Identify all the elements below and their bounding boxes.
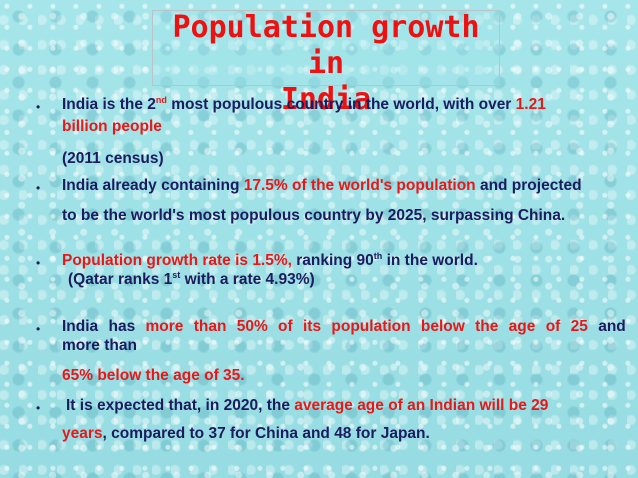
b5-highlight: average age of an Indian will be 29 <box>294 397 549 414</box>
b3-highlight: Population growth rate is 1.5%, <box>62 252 292 269</box>
bullet-2-line-1: India already containing 17.5% of the wo… <box>62 177 582 195</box>
bullet-3-marker: • <box>36 256 41 270</box>
b2-highlight: 17.5% of the world's population <box>243 177 476 194</box>
bullet-3-line-1: Population growth rate is 1.5%, ranking … <box>62 250 478 270</box>
b1-text-b: most populous country in the world, with… <box>166 96 516 113</box>
b3-l2-sup: st <box>172 269 181 280</box>
title-box <box>152 10 500 86</box>
bullet-1-line-3: (2011 census) <box>62 150 164 167</box>
b3-l2-a: (Qatar ranks 1 <box>68 271 173 288</box>
bullet-1-marker: • <box>36 100 41 114</box>
slide-title: Population growth in India <box>152 10 500 118</box>
b5-text-a: It is expected that, in 2020, the <box>66 397 295 414</box>
b1-text-a: India is the 2 <box>62 96 156 113</box>
title-line-2: India <box>280 82 372 117</box>
bullet-2-line-2: to be the world's most populous country … <box>62 207 566 224</box>
bullet-4-line-3: 65% below the age of 35. <box>62 367 245 384</box>
bullet-4-marker: • <box>36 322 41 336</box>
b1-highlight: 1.21 <box>515 96 546 113</box>
bullet-5-line-2: years, compared to 37 for China and 48 f… <box>62 425 430 443</box>
bullet-1-line-1: India is the 2nd most populous country i… <box>62 94 546 114</box>
b3-l2-b: with a rate 4.93%) <box>180 271 315 288</box>
b2-text-a: India already containing <box>62 177 244 194</box>
b4-text-c: and <box>587 318 626 335</box>
b2-text-c: and projected <box>475 177 582 194</box>
b4-text-a: India has <box>62 318 146 335</box>
b1-sup: nd <box>155 94 167 105</box>
b3-text-b: ranking 90 <box>291 252 374 269</box>
bullet-4-line-1: India has more than 50% of its populatio… <box>62 318 626 336</box>
b5-l2-text: , compared to 37 for China and 48 for Ja… <box>102 425 430 442</box>
bullet-1-line-2: billion people <box>62 118 162 135</box>
bullet-2-marker: • <box>36 181 41 195</box>
b4-highlight: more than 50% of its population below th… <box>145 318 588 335</box>
bullet-4-line-2: more than <box>62 337 137 354</box>
b3-sup: th <box>373 250 383 261</box>
b3-text-c: in the world. <box>382 252 478 269</box>
bullet-3-line-2: (Qatar ranks 1st with a rate 4.93%) <box>68 269 315 289</box>
title-line-1: Population growth in <box>172 10 480 81</box>
b5-l2-highlight: years <box>62 425 103 442</box>
bullet-5-marker: • <box>36 401 41 415</box>
bullet-5-line-1: It is expected that, in 2020, the averag… <box>66 397 548 415</box>
